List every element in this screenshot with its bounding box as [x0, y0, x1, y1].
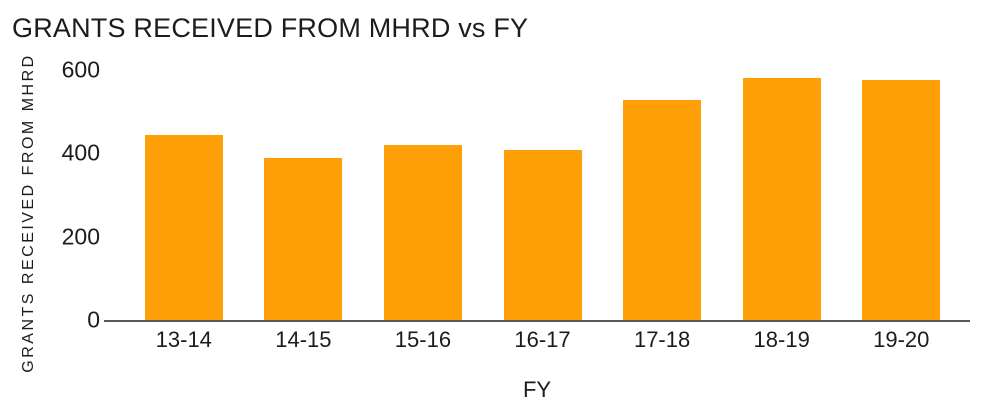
bar-slot-19-20 — [841, 70, 961, 320]
y-tick-label: 600 — [61, 56, 100, 83]
x-tick-label: 13-14 — [155, 327, 212, 352]
plot-area — [104, 70, 970, 322]
x-tick-label: 18-19 — [753, 327, 810, 352]
bar-14-15 — [264, 157, 343, 320]
y-axis-title: GRANTS RECEIVED FROM MHRD — [20, 53, 37, 373]
bar-16-17 — [503, 150, 582, 320]
x-axis-title: FY — [522, 377, 552, 402]
y-tick-label: 400 — [61, 139, 100, 166]
bar-slot-14-15 — [244, 70, 364, 320]
x-tick-label: 14-15 — [275, 327, 332, 352]
bar-19-20 — [862, 80, 941, 320]
bar-slot-15-16 — [363, 70, 483, 320]
chart-title: GRANTS RECEIVED FROM MHRD vs FY — [12, 13, 529, 43]
x-tick-label: 16-17 — [514, 327, 571, 352]
bar-15-16 — [383, 145, 462, 320]
y-tick-label: 0 — [87, 306, 100, 333]
bar-18-19 — [742, 77, 821, 320]
x-tick-label: 15-16 — [394, 327, 452, 352]
bar-slot-17-18 — [602, 70, 722, 320]
x-axis-tick-labels: 13-14 14-15 15-16 16-17 17-18 18-19 19-20 — [124, 327, 961, 353]
bar-slot-13-14 — [124, 70, 244, 320]
bars-row — [124, 70, 961, 320]
bar-17-18 — [623, 100, 702, 320]
y-tick-label: 200 — [61, 223, 100, 250]
x-tick-label: 17-18 — [633, 327, 691, 352]
bar-slot-16-17 — [483, 70, 603, 320]
bar-13-14 — [144, 134, 223, 320]
bar-slot-18-19 — [722, 70, 842, 320]
x-tick-label: 19-20 — [873, 327, 930, 352]
